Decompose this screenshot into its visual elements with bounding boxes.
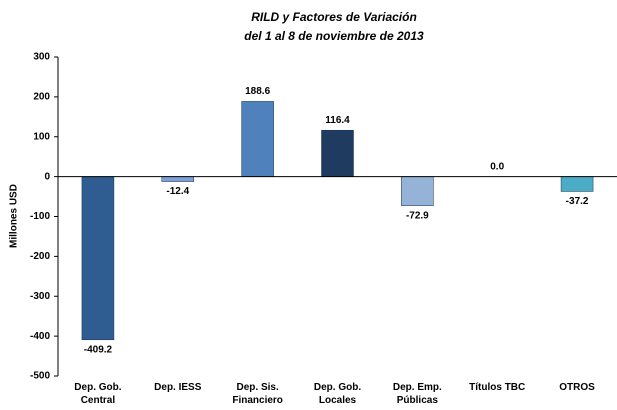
data-label: -72.9 (406, 210, 429, 221)
y-axis-label: Millones USD (9, 184, 20, 248)
x-tick-label: Dep. IESS (154, 382, 202, 393)
data-label: -12.4 (166, 186, 189, 197)
x-tick-label: Títulos TBC (469, 382, 526, 393)
x-tick-label: Dep. Emp. Públicas (392, 382, 442, 406)
y-tick-label: -100 (30, 211, 50, 222)
x-tick-label: Dep. Gob. Locales (313, 382, 362, 406)
y-tick-label: 100 (33, 131, 50, 142)
data-label: -37.2 (566, 196, 589, 207)
data-label: 188.6 (245, 86, 270, 97)
data-label: 0.0 (490, 161, 504, 172)
bar (241, 101, 274, 177)
chart-subtitle: del 1 al 8 de noviembre de 2013 (244, 29, 424, 43)
y-tick-label: -400 (30, 331, 50, 342)
chart-title: RILD y Factores de Variación (251, 10, 417, 24)
y-tick-label: 0 (44, 171, 50, 182)
x-tick-label: Dep. Sis. Financiero (232, 382, 283, 406)
y-tick-label: -500 (30, 371, 50, 382)
bar (560, 176, 594, 192)
bar (81, 176, 115, 341)
bar (321, 129, 354, 177)
x-tick-label: OTROS (559, 382, 595, 393)
y-tick-label: -300 (30, 291, 50, 302)
data-label: 116.4 (325, 115, 350, 126)
data-label: -409.2 (84, 344, 113, 355)
y-tick-label: 300 (33, 52, 50, 63)
x-tick-label: Dep. Gob. Central (74, 382, 122, 406)
y-tick-label: 200 (33, 92, 50, 103)
bar (401, 176, 434, 206)
bar (161, 176, 195, 182)
y-tick-label: -200 (30, 251, 50, 262)
